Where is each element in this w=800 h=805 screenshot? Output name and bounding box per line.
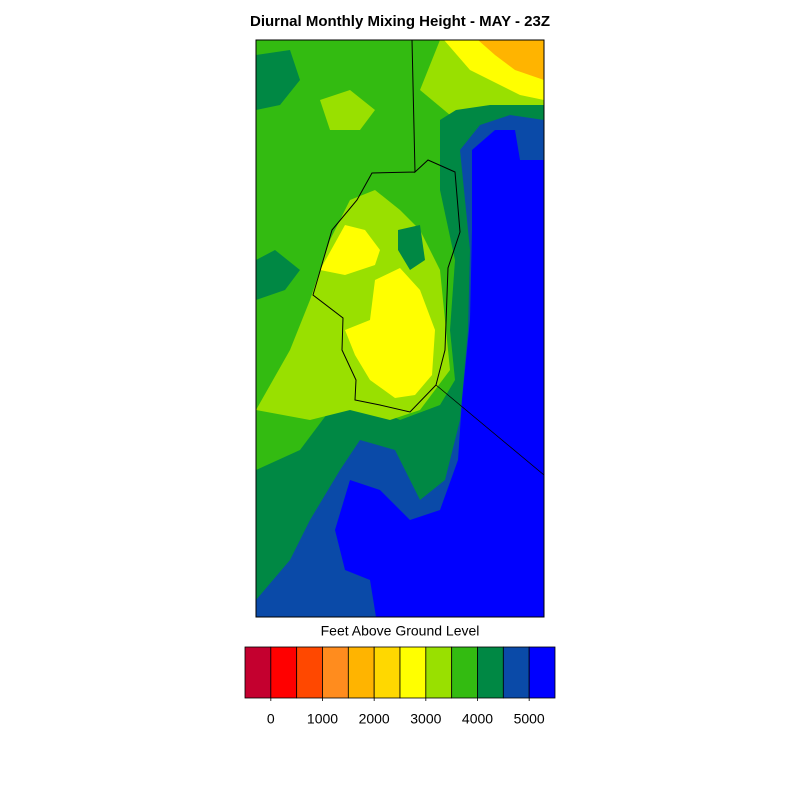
contour-fill (256, 250, 300, 300)
colorbar-tick-label: 4000 (462, 711, 493, 727)
colorbar-box (373, 646, 401, 699)
colorbar-box (244, 646, 272, 699)
contour-fill (256, 50, 300, 110)
colorbar-box (270, 646, 298, 699)
colorbar-box (399, 646, 427, 699)
boundary (435, 384, 544, 476)
colorbar-box (502, 646, 530, 699)
colorbar-tick-label: 0 (267, 711, 275, 727)
boundary (312, 40, 461, 413)
colorbar-box (347, 646, 375, 699)
colorbar-box (528, 646, 556, 699)
colorbar-tick-label: 5000 (514, 711, 545, 727)
colorbar: 0 1000 2000 3000 4000 5000 (244, 646, 556, 727)
colorbar-box (451, 646, 478, 699)
contour-map (256, 40, 544, 617)
map-frame (255, 39, 545, 618)
contour-fill (478, 40, 544, 80)
contour-fill (345, 268, 435, 398)
colorbar-tick-label: 1000 (307, 711, 338, 727)
contour-fill (320, 90, 375, 130)
colorbar-label: Feet Above Ground Level (321, 623, 480, 639)
contour-fill (320, 225, 380, 275)
colorbar-box (425, 646, 453, 699)
colorbar-box (296, 646, 323, 699)
colorbar-box (477, 646, 504, 699)
colorbar-box (322, 646, 349, 699)
map-title: Diurnal Monthly Mixing Height - MAY - 23… (250, 13, 550, 30)
contour-fill (398, 225, 425, 270)
contour-fill (335, 130, 544, 617)
colorbar-tick-label: 3000 (410, 711, 441, 727)
colorbar-tick-label: 2000 (359, 711, 390, 727)
